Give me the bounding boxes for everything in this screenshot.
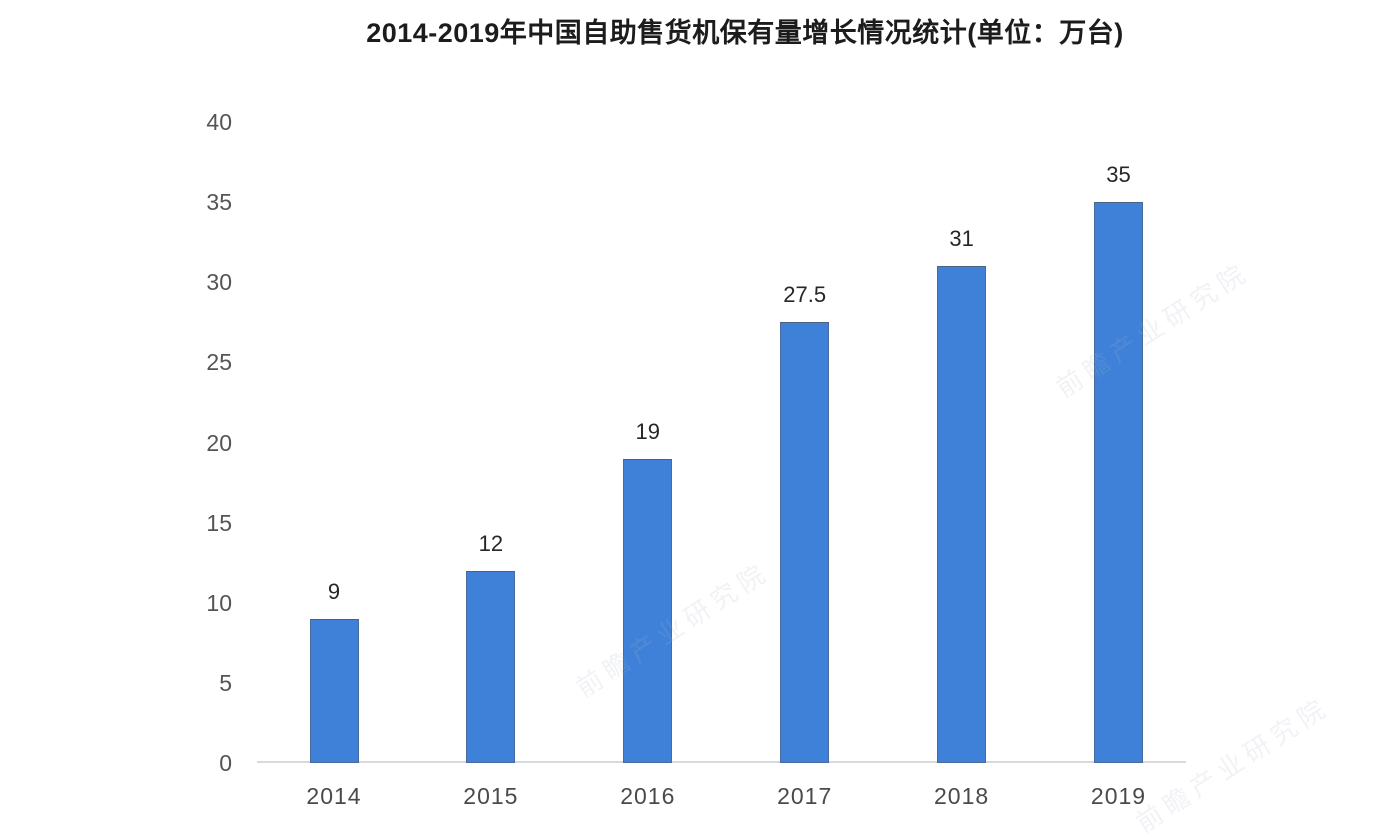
y-axis-tick-label: 30 [206,269,232,296]
y-axis-tick-label: 20 [206,429,232,456]
bar-2014 [309,618,359,763]
x-axis-line [257,761,1186,763]
bar-value-label-2016: 19 [635,418,661,444]
x-axis-tick-label-2018: 2018 [934,783,990,809]
chart-title: 2014-2019年中国自助售货机保有量增长情况统计(单位：万台) [366,18,1124,48]
bar-value-label-2019: 35 [1106,162,1131,188]
x-axis-tick-label-2014: 2014 [306,783,362,809]
bar-value-label-2015: 12 [478,530,504,556]
x-axis-tick-label-2017: 2017 [777,783,833,809]
bar-value-label-2014: 9 [327,578,341,604]
bar-2017 [780,322,830,763]
y-axis-tick-label: 15 [206,509,232,536]
bar-value-label-2018: 31 [949,226,974,252]
bar-2019 [1094,202,1143,763]
y-axis-tick-label: 35 [206,189,232,216]
y-axis-tick-label: 40 [206,109,232,135]
y-axis-tick-label: 5 [219,669,232,696]
bar-2018 [937,266,987,763]
bar-2016 [623,458,673,763]
bar-value-label-2017: 27.5 [783,282,827,308]
x-axis-tick-label-2016: 2016 [620,783,676,809]
y-axis-tick-label: 25 [206,349,232,376]
y-axis-tick-label: 10 [206,589,232,616]
y-axis-tick-label: 0 [219,750,232,776]
bar-2015 [466,570,516,763]
x-axis-tick-label-2015: 2015 [463,783,519,809]
x-axis-tick-label-2019: 2019 [1090,783,1147,809]
watermark-text: 前瞻产业研究院 [1050,256,1255,404]
